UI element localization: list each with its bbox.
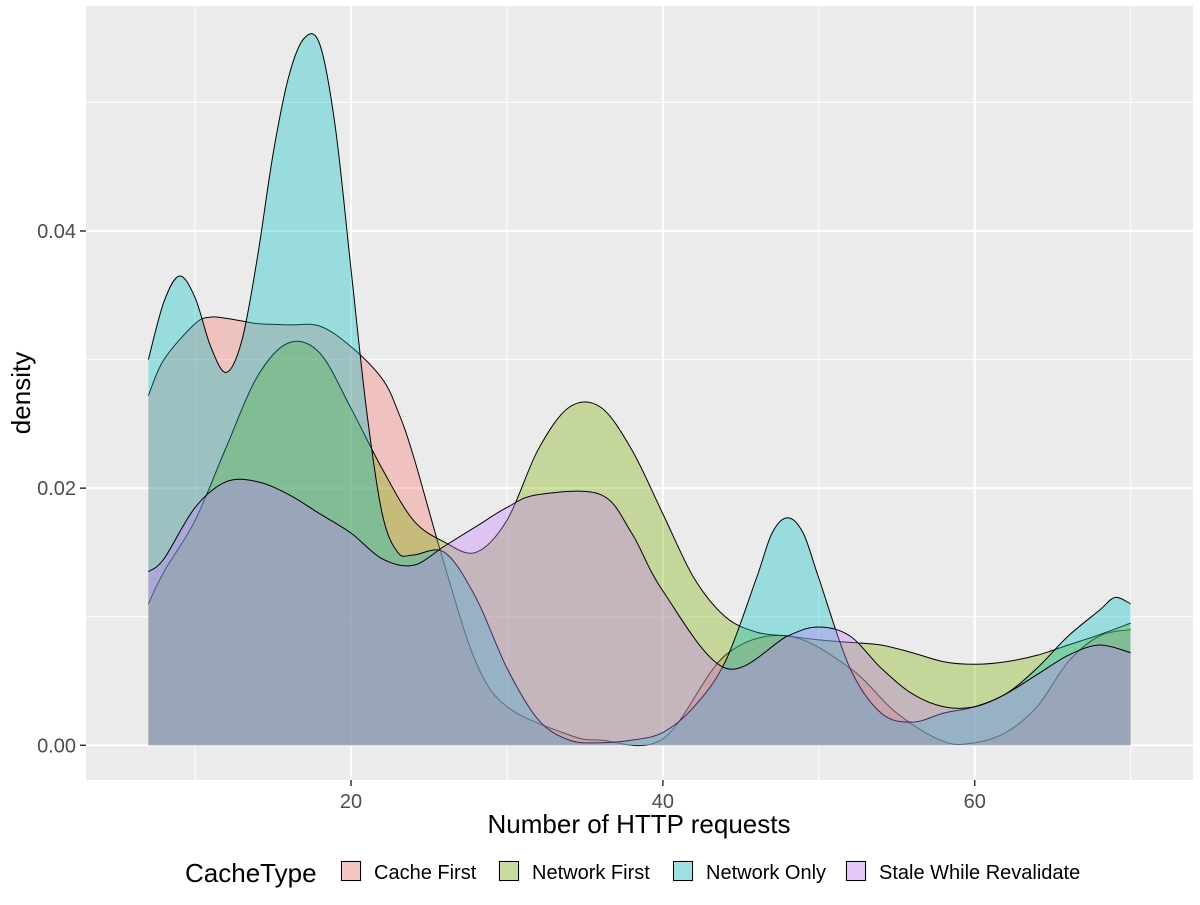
panel-background (86, 6, 1193, 780)
x-axis: 20 40 60 (340, 780, 986, 813)
y-axis-title: density (6, 352, 36, 434)
legend-key (341, 861, 361, 881)
legend-key-bg (845, 860, 867, 882)
density-area-2 (148, 33, 1131, 746)
x-tick-label: 40 (652, 791, 674, 813)
grid-minor (86, 6, 1193, 780)
density-area-3 (148, 479, 1131, 746)
legend-key-bg (498, 860, 520, 882)
density-area-1 (148, 341, 1131, 746)
legend-key (499, 861, 519, 881)
x-tick-label: 60 (964, 791, 986, 813)
legend-key (673, 861, 693, 881)
legend-title: CacheType (185, 858, 317, 888)
legend-label: Network First (532, 862, 650, 884)
density-line-1 (147, 340, 1131, 665)
legend-key (846, 861, 866, 881)
legend: CacheType Cache First Network First Networ… (185, 858, 1080, 888)
legend-key-bg (340, 860, 362, 882)
y-tick-label: 0.02 (37, 478, 76, 500)
legend-label: Cache First (374, 862, 477, 884)
legend-label: Network Only (706, 862, 826, 884)
y-tick-label: 0.04 (37, 221, 76, 243)
y-tick-label: 0.00 (37, 735, 76, 757)
density-line-2 (147, 33, 1131, 744)
density-area-0 (148, 316, 1131, 746)
x-axis-title: Number of HTTP requests (488, 809, 791, 839)
series-layer (147, 33, 1131, 747)
legend-key-bg (672, 860, 694, 882)
density-line-3 (148, 478, 1131, 709)
legend-label: Stale While Revalidate (879, 862, 1080, 884)
x-tick-label: 20 (340, 791, 362, 813)
density-line-0 (147, 316, 1131, 747)
y-axis: 0.00 0.02 0.04 (37, 221, 86, 757)
